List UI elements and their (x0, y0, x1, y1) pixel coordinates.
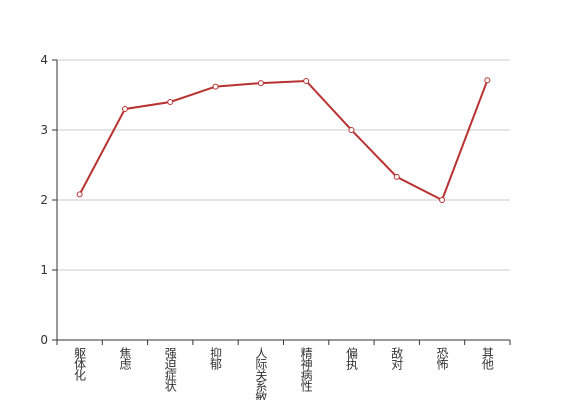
x-tick-label: 恐怖 (435, 347, 449, 370)
point (484, 77, 491, 84)
point (121, 106, 128, 112)
y-tick-label: 1 (40, 263, 48, 277)
point (303, 78, 310, 84)
y-tick-label: 3 (40, 123, 48, 137)
point (439, 197, 446, 203)
x-tick-label: 偏执 (344, 346, 358, 371)
point (76, 191, 83, 198)
x-tick-label: 精神病性 (299, 347, 313, 393)
x-tick-label: 人际关系敏感 (254, 347, 268, 400)
y-tick-label: 0 (40, 333, 48, 347)
line (78, 79, 489, 202)
y-tick-label: 4 (40, 53, 48, 67)
point (348, 127, 355, 133)
x-tick-label: 躯体化 (73, 346, 87, 382)
point (257, 80, 264, 87)
point (393, 173, 400, 180)
x-tick-label: 抑郁 (209, 346, 223, 371)
x-tick-label: 其他 (480, 347, 494, 370)
point (167, 99, 174, 105)
x-tick-label: 焦虑 (118, 347, 132, 370)
x-tick-label: 强迫症状 (163, 347, 177, 392)
y-tick-label: 2 (40, 193, 48, 207)
x-tick-label: 敌对 (390, 346, 404, 370)
point (212, 83, 219, 90)
